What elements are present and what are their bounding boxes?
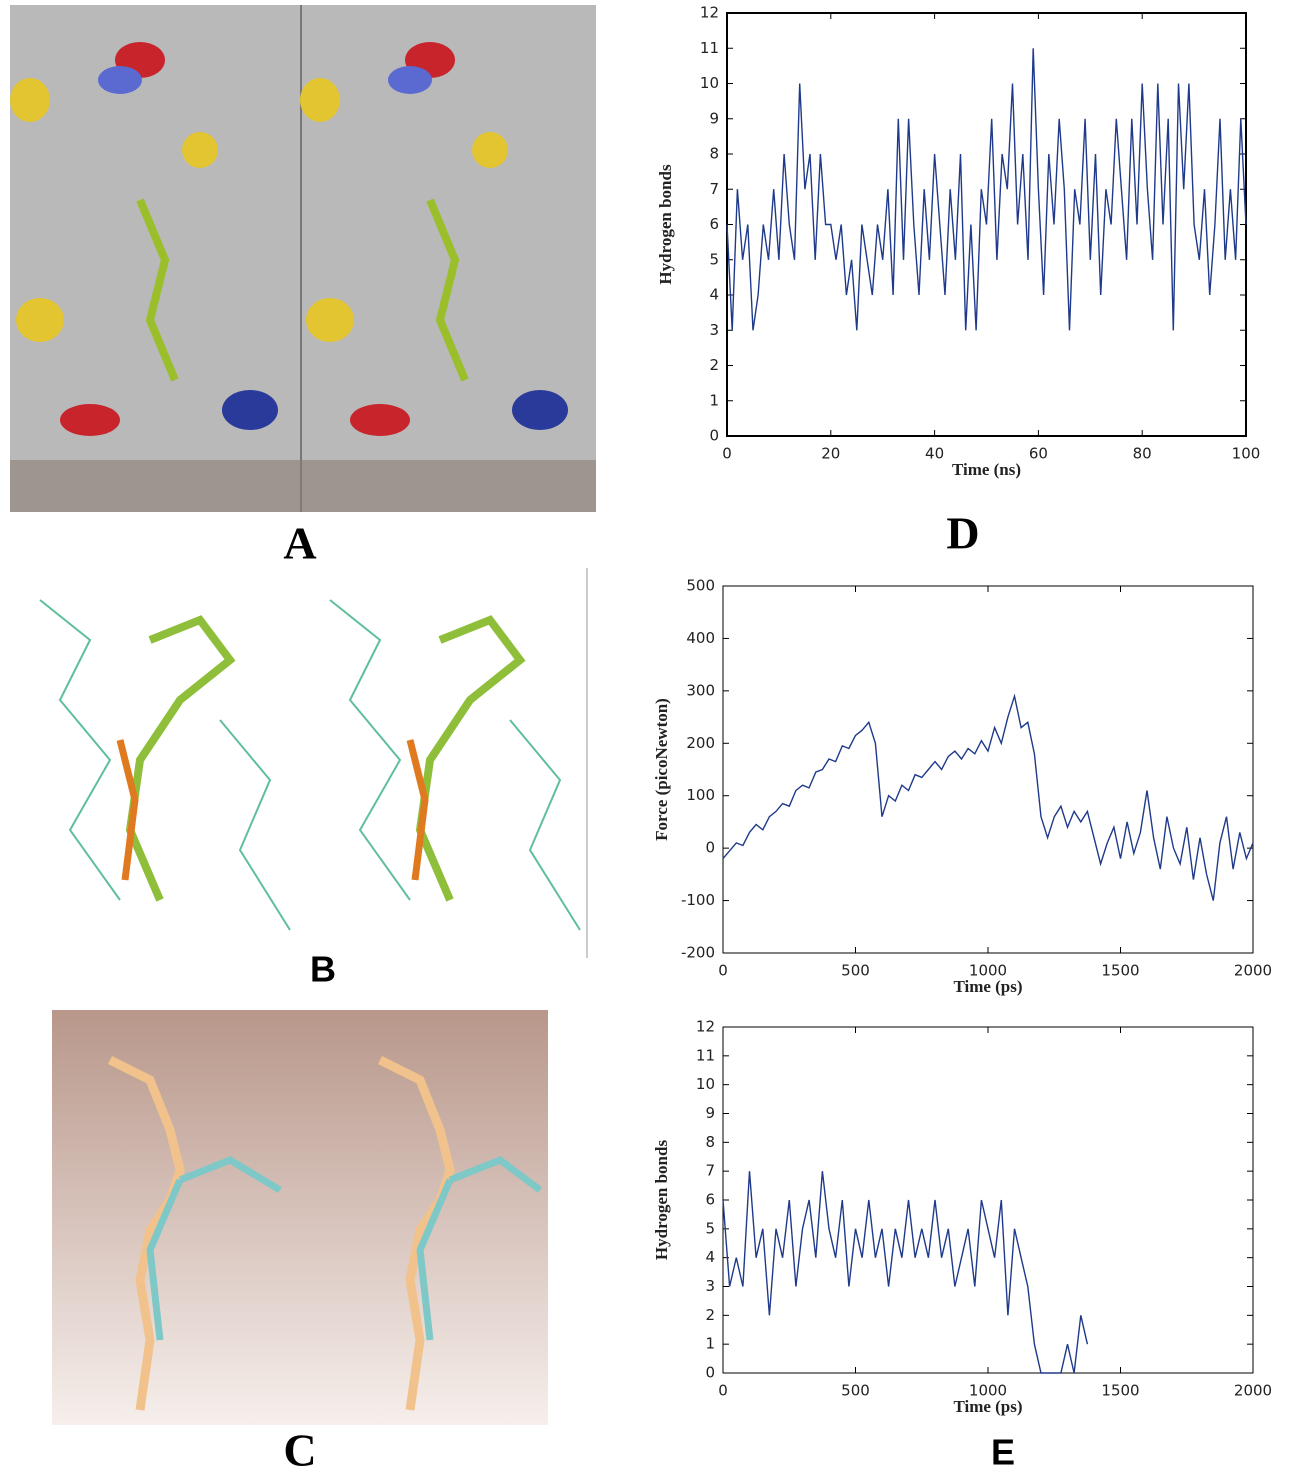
plot-frame [722,1026,1254,1374]
y-tick-label: 10 [696,1075,715,1093]
x-tick-label: 0 [718,1382,728,1400]
panel-label: C [283,1425,316,1476]
y-tick-label: 2 [709,356,719,374]
y-axis-label: Hydrogen bonds [652,1140,671,1261]
y-tick-label: 200 [686,734,715,752]
plot-frame [722,585,1254,954]
y-tick-label: 500 [686,577,715,595]
y-tick-label: -100 [681,891,715,909]
x-tick-label: 0 [722,445,732,463]
x-tick-label: 500 [841,1382,870,1400]
y-tick-label: 9 [709,109,719,127]
x-tick-label: 1000 [969,962,1007,980]
y-tick-label: 0 [705,839,715,857]
y-tick-label: 6 [705,1191,715,1209]
x-tick-label: 80 [1133,445,1152,463]
y-tick-label: 100 [686,786,715,804]
y-tick-label: 1 [705,1335,715,1353]
y-tick-label: 8 [709,145,719,163]
y-tick-label: 10 [700,74,719,92]
y-tick-label: 7 [709,180,719,198]
overlay-image [52,1010,548,1425]
y-tick-label: 5 [709,250,719,268]
stick-model [39,568,588,958]
x-tick-label: 2000 [1234,1382,1272,1400]
x-tick-label: 2000 [1234,962,1272,980]
data-line [722,693,1254,901]
y-tick-label: 4 [705,1248,715,1266]
chart: -200 -100 0 100 200 300 400 500 0 500 1000 1500 2000… [652,577,1272,996]
x-axis-label: Time (ns) [952,460,1021,479]
y-tick-label: 9 [705,1104,715,1122]
x-tick-label: 0 [718,962,728,980]
y-tick-label: 0 [705,1364,715,1382]
data-line [726,48,1247,331]
y-tick-label: 1 [709,391,719,409]
y-tick-label: 11 [700,39,719,57]
data-line [722,1171,1089,1374]
y-tick-label: 12 [696,1018,715,1036]
x-tick-label: 60 [1029,445,1048,463]
y-tick-label: 4 [709,286,719,304]
panel-label: D [946,508,979,559]
surface-image [10,5,596,512]
x-axis-label: Time (ps) [953,977,1022,996]
y-tick-label: 300 [686,681,715,699]
x-tick-label: 100 [1232,445,1261,463]
x-axis-label: Time (ps) [953,1397,1022,1416]
x-tick-label: 1000 [969,1382,1007,1400]
y-axis-label: Force (picoNewton) [652,698,671,841]
y-tick-label: 3 [705,1277,715,1295]
x-tick-label: 40 [925,445,944,463]
y-tick-label: 400 [686,629,715,647]
panel-label: A [283,518,316,569]
panel-label: B [310,949,336,990]
panel-label: E [991,1432,1015,1473]
y-tick-label: 2 [705,1306,715,1324]
y-tick-label: 3 [709,321,719,339]
y-tick-label: 11 [696,1046,715,1064]
y-tick-label: 0 [709,427,719,445]
x-tick-label: 1500 [1101,1382,1139,1400]
y-tick-label: 6 [709,215,719,233]
y-axis-label: Hydrogen bonds [656,164,675,285]
y-tick-label: -200 [681,944,715,962]
x-tick-label: 20 [821,445,840,463]
x-tick-label: 500 [841,962,870,980]
y-tick-label: 8 [705,1133,715,1151]
x-tick-label: 1500 [1101,962,1139,980]
y-tick-label: 5 [705,1219,715,1237]
y-tick-label: 7 [705,1162,715,1180]
y-tick-label: 12 [700,4,719,22]
